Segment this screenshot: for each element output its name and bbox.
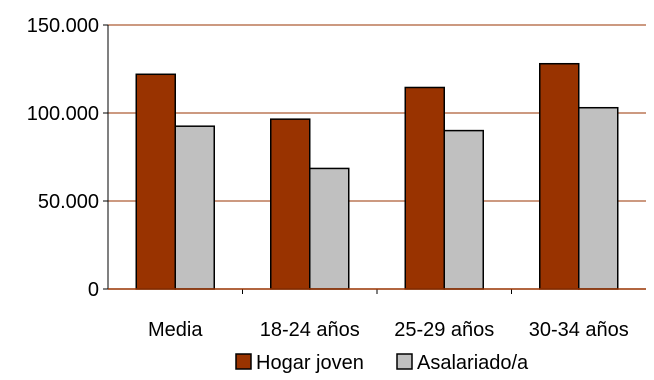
bar-hogar-joven-3 (539, 62, 580, 290)
bar-hogar-joven-1 (270, 118, 311, 290)
legend-label-hogar-joven: Hogar joven (256, 352, 364, 374)
axes (103, 24, 646, 294)
bar-hogar-joven-0 (135, 73, 176, 290)
bar-hogar-joven-2 (404, 86, 445, 290)
y-axis-tick-labels: 0 50.000 100.000 150.000 (27, 15, 99, 301)
bar-asalariado-1 (309, 167, 350, 290)
bars (135, 62, 619, 290)
y-tick-label: 150.000 (27, 15, 99, 37)
bar-asalariado-0 (174, 125, 215, 290)
y-tick-label: 50.000 (38, 191, 99, 213)
category-label: Media (148, 319, 203, 341)
bar-asalariado-2 (443, 129, 484, 290)
legend-swatch-hogar-joven (235, 353, 252, 370)
legend-swatch-asalariado (396, 353, 413, 370)
category-label: 30-34 años (529, 319, 629, 341)
bar-asalariado-3 (578, 106, 619, 290)
legend: Hogar joven Asalariado/a (235, 352, 529, 374)
x-axis-category-labels: Media 18-24 años 25-29 años 30-34 años (148, 319, 629, 341)
y-tick-label: 100.000 (27, 103, 99, 125)
category-label: 18-24 años (260, 319, 360, 341)
y-tick-label: 0 (88, 279, 99, 301)
legend-label-asalariado: Asalariado/a (417, 352, 529, 374)
category-label: 25-29 años (394, 319, 494, 341)
